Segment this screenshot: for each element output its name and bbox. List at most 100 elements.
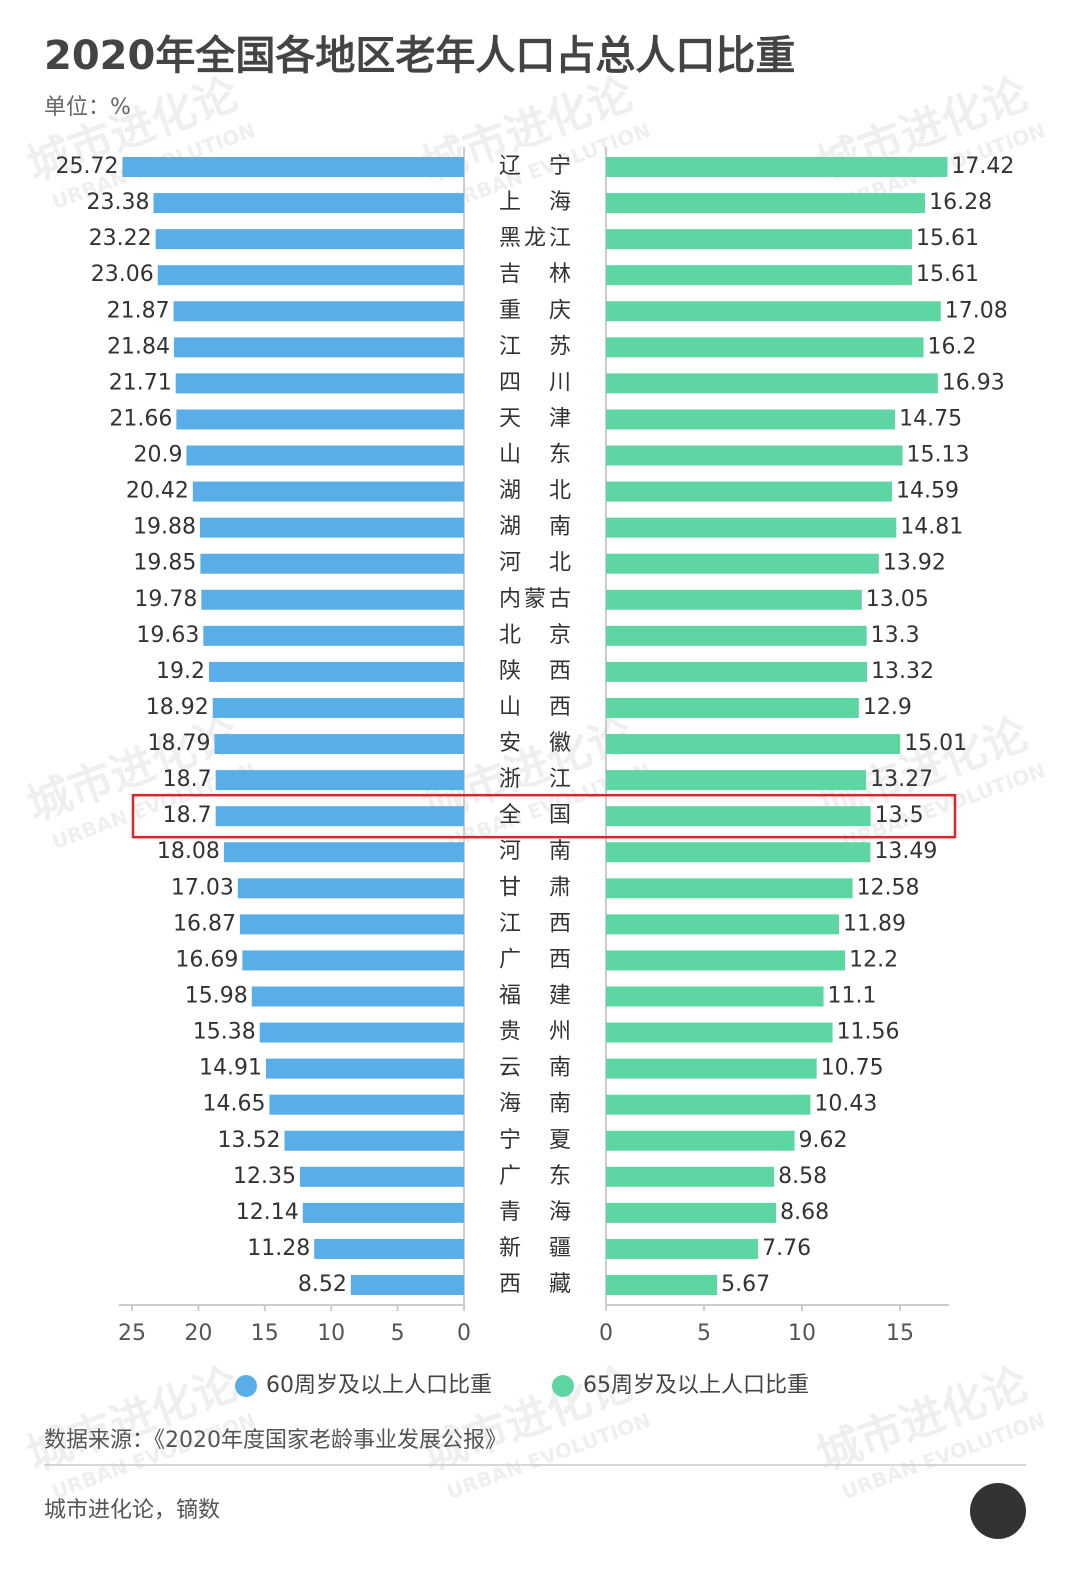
bar — [237, 878, 464, 899]
value-label: 11.1 — [828, 983, 877, 1008]
value-label: 14.59 — [896, 479, 959, 504]
category-label: 云南 — [499, 1056, 571, 1081]
category-label: 河北 — [499, 551, 571, 576]
x-tick-label: 10 — [317, 1321, 345, 1346]
bar — [284, 1130, 464, 1151]
value-label: 13.92 — [883, 551, 946, 576]
source: 数据来源：《2020年度国家老龄事业发展公报》 — [44, 1428, 507, 1453]
category-label: 贵州 — [499, 1020, 571, 1045]
category-label: 福建 — [499, 983, 571, 1008]
category-label: 陕西 — [499, 659, 571, 684]
value-label: 12.9 — [863, 695, 912, 720]
bar — [200, 553, 464, 574]
value-label: 11.89 — [843, 911, 906, 936]
legend-label: 60周岁及以上人口比重 — [266, 1373, 492, 1398]
credit: 城市进化论，镝数 — [44, 1498, 220, 1523]
value-label: 15.38 — [193, 1020, 256, 1045]
bar — [606, 806, 871, 827]
value-label: 15.01 — [904, 731, 967, 756]
bar — [209, 661, 464, 682]
value-label: 9.62 — [799, 1128, 848, 1153]
bar — [251, 986, 464, 1007]
value-label: 19.78 — [134, 587, 197, 612]
category-label: 重庆 — [499, 298, 571, 323]
category-label: 江苏 — [499, 334, 571, 359]
value-label: 13.52 — [217, 1128, 280, 1153]
value-label: 15.98 — [185, 983, 248, 1008]
category-label: 甘肃 — [499, 875, 571, 900]
category-label: 北京 — [499, 623, 571, 648]
value-label: 13.27 — [870, 767, 933, 792]
value-label: 16.28 — [929, 190, 992, 215]
value-label: 12.2 — [849, 947, 898, 972]
bar — [606, 589, 862, 610]
bar — [606, 301, 941, 322]
logo — [970, 1483, 1026, 1539]
value-label: 21.71 — [109, 370, 172, 395]
bar — [606, 1130, 795, 1151]
value-label: 18.79 — [147, 731, 210, 756]
bar — [215, 806, 464, 827]
category-label: 青海 — [499, 1200, 571, 1225]
category-label: 广西 — [499, 947, 571, 972]
value-label: 14.91 — [199, 1056, 262, 1081]
x-tick-label: 5 — [391, 1321, 405, 1346]
legend-swatch — [235, 1375, 257, 1397]
value-label: 13.05 — [866, 587, 929, 612]
legend-label: 65周岁及以上人口比重 — [583, 1373, 809, 1398]
value-label: 11.28 — [247, 1236, 310, 1261]
bar — [606, 193, 926, 214]
bar — [606, 986, 824, 1007]
bar — [269, 1094, 464, 1115]
value-label: 10.75 — [821, 1056, 884, 1081]
value-label: 23.06 — [91, 262, 154, 287]
category-label: 湖南 — [499, 515, 571, 540]
bar — [192, 481, 465, 502]
bar — [199, 517, 465, 538]
value-label: 13.32 — [871, 659, 934, 684]
x-tick-label: 0 — [599, 1321, 613, 1346]
value-label: 18.92 — [146, 695, 209, 720]
value-label: 20.9 — [133, 443, 182, 468]
x-tick-label: 5 — [697, 1321, 711, 1346]
bar — [606, 1094, 811, 1115]
bar — [175, 373, 464, 394]
bar — [606, 878, 853, 899]
value-label: 7.76 — [762, 1236, 811, 1261]
value-label: 16.93 — [942, 370, 1005, 395]
category-label: 上海 — [499, 190, 571, 215]
bar — [153, 193, 464, 214]
value-label: 12.58 — [857, 875, 920, 900]
x-tick-label: 15 — [886, 1321, 914, 1346]
legend-swatch — [552, 1375, 574, 1397]
bar — [606, 697, 859, 718]
category-label: 山西 — [499, 695, 571, 720]
bar — [606, 1058, 817, 1079]
value-label: 16.2 — [928, 334, 977, 359]
unit-label: 单位：% — [44, 95, 131, 120]
category-label: 宁夏 — [499, 1128, 571, 1153]
value-label: 18.7 — [163, 803, 212, 828]
bar — [176, 409, 464, 430]
x-tick-label: 0 — [457, 1321, 471, 1346]
value-label: 20.42 — [126, 479, 189, 504]
x-tick-label: 10 — [788, 1321, 816, 1346]
bar — [173, 337, 465, 358]
bar — [606, 1202, 777, 1223]
value-label: 8.52 — [298, 1272, 347, 1297]
x-tick-label: 15 — [251, 1321, 279, 1346]
bar — [606, 337, 924, 358]
value-label: 19.63 — [136, 623, 199, 648]
value-label: 13.5 — [875, 803, 924, 828]
value-label: 16.87 — [173, 911, 236, 936]
x-tick-label: 25 — [118, 1321, 146, 1346]
bar — [350, 1275, 464, 1296]
bar — [606, 1238, 759, 1259]
bar — [203, 625, 464, 646]
category-label: 山东 — [499, 443, 571, 468]
value-label: 21.66 — [109, 406, 172, 431]
bar — [606, 229, 912, 250]
category-label: 黑龙江 — [499, 226, 571, 251]
bar — [606, 373, 938, 394]
value-label: 18.7 — [163, 767, 212, 792]
